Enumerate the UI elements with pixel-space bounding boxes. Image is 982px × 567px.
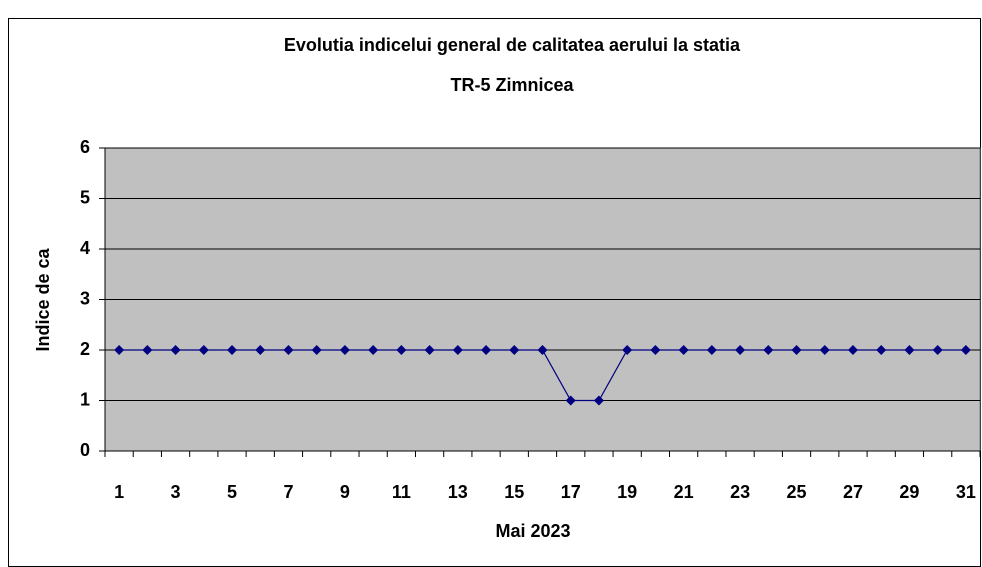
data-point bbox=[452, 345, 463, 355]
y-tick-label: 2 bbox=[80, 339, 90, 359]
y-tick-label: 0 bbox=[80, 440, 90, 460]
data-point bbox=[791, 345, 802, 355]
data-point bbox=[650, 345, 661, 355]
x-tick-label: 31 bbox=[956, 482, 976, 502]
data-point bbox=[593, 395, 604, 406]
data-point bbox=[876, 345, 887, 355]
data-point bbox=[481, 345, 492, 355]
y-tick-label: 4 bbox=[80, 238, 90, 258]
data-point bbox=[960, 345, 971, 355]
x-tick-label: 27 bbox=[843, 482, 863, 502]
chart-title: TR-5 Zimnicea bbox=[450, 75, 574, 95]
data-point bbox=[932, 345, 943, 355]
y-axis-label: Indice de ca bbox=[33, 247, 53, 351]
data-point bbox=[339, 345, 350, 355]
x-tick-label: 13 bbox=[448, 482, 468, 502]
x-tick-label: 9 bbox=[340, 482, 350, 502]
data-point bbox=[255, 345, 266, 355]
data-point bbox=[509, 345, 520, 355]
x-tick-label: 1 bbox=[114, 482, 124, 502]
data-point bbox=[283, 345, 294, 355]
chart-title: Evolutia indicelui general de calitatea … bbox=[284, 35, 741, 55]
x-tick-label: 3 bbox=[171, 482, 181, 502]
y-tick-label: 3 bbox=[80, 288, 90, 308]
x-tick-label: 15 bbox=[504, 482, 524, 502]
x-tick-label: 29 bbox=[899, 482, 919, 502]
x-tick-label: 21 bbox=[674, 482, 694, 502]
data-point bbox=[622, 345, 633, 355]
data-point bbox=[565, 395, 576, 406]
x-axis-label: Mai 2023 bbox=[495, 521, 570, 541]
data-point bbox=[847, 345, 858, 355]
data-point bbox=[368, 345, 379, 355]
y-tick-label: 1 bbox=[80, 389, 90, 409]
data-point bbox=[819, 345, 830, 355]
y-tick-label: 6 bbox=[80, 137, 90, 157]
data-point bbox=[170, 345, 181, 355]
x-tick-label: 19 bbox=[617, 482, 637, 502]
data-point bbox=[904, 345, 915, 355]
x-tick-label: 11 bbox=[392, 482, 411, 502]
data-point bbox=[396, 345, 407, 355]
data-point bbox=[198, 345, 209, 355]
data-point bbox=[706, 345, 717, 355]
data-point bbox=[735, 345, 746, 355]
data-point bbox=[142, 345, 153, 355]
data-point bbox=[311, 345, 322, 355]
x-tick-label: 7 bbox=[283, 482, 293, 502]
x-tick-label: 5 bbox=[227, 482, 237, 502]
data-point bbox=[537, 345, 548, 355]
data-point bbox=[763, 345, 774, 355]
data-point bbox=[424, 345, 435, 355]
y-tick-label: 5 bbox=[80, 187, 90, 207]
data-point bbox=[678, 345, 689, 355]
data-point bbox=[227, 345, 238, 355]
x-tick-label: 17 bbox=[561, 482, 581, 502]
x-tick-label: 25 bbox=[787, 482, 807, 502]
data-point bbox=[114, 345, 125, 355]
x-tick-label: 23 bbox=[730, 482, 750, 502]
